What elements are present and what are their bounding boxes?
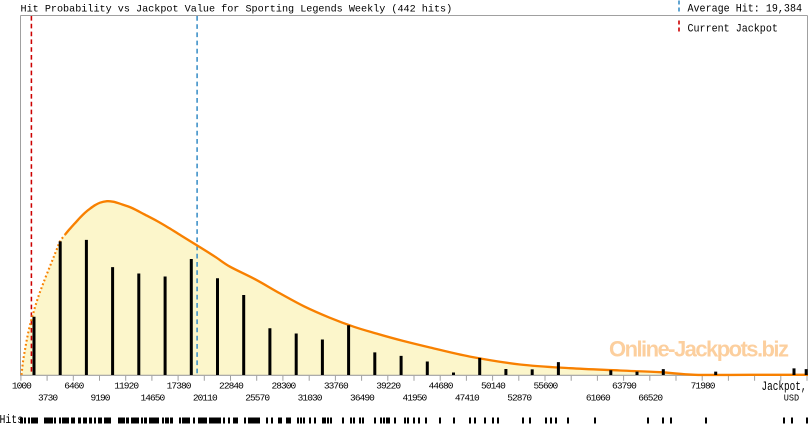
svg-text:Online-Jackpots.biz: Online-Jackpots.biz [609, 337, 789, 362]
svg-text:Hits: Hits [0, 414, 23, 425]
svg-text:33760: 33760 [324, 381, 349, 392]
svg-text:9190: 9190 [90, 392, 110, 403]
svg-text:3730: 3730 [38, 392, 58, 403]
svg-text:39220: 39220 [376, 381, 401, 392]
svg-text:52870: 52870 [507, 392, 532, 403]
svg-text:55600: 55600 [533, 381, 558, 392]
svg-text:Jackpot,: Jackpot, [762, 380, 807, 394]
svg-text:44680: 44680 [429, 381, 454, 392]
svg-text:28300: 28300 [271, 381, 296, 392]
svg-text:66520: 66520 [638, 392, 663, 403]
svg-text:1000: 1000 [12, 381, 32, 392]
svg-text:20110: 20110 [193, 392, 218, 403]
svg-text:63790: 63790 [612, 381, 637, 392]
svg-text:47410: 47410 [455, 392, 480, 403]
svg-text:Current Jackpot: Current Jackpot [688, 24, 778, 36]
svg-text:41950: 41950 [402, 392, 427, 403]
svg-text:25570: 25570 [245, 392, 270, 403]
svg-text:14650: 14650 [140, 392, 165, 403]
svg-text:Average Hit: 19,384: Average Hit: 19,384 [688, 3, 803, 15]
svg-text:71980: 71980 [691, 381, 716, 392]
svg-text:6460: 6460 [64, 381, 84, 392]
svg-text:36490: 36490 [350, 392, 375, 403]
svg-text:USD: USD [784, 392, 800, 403]
svg-text:31030: 31030 [298, 392, 323, 403]
svg-text:61060: 61060 [586, 392, 611, 403]
svg-text:Hit Probability vs Jackpot Val: Hit Probability vs Jackpot Value for Spo… [21, 3, 453, 15]
svg-text:11920: 11920 [114, 381, 139, 392]
svg-text:22840: 22840 [219, 381, 244, 392]
svg-text:17380: 17380 [167, 381, 192, 392]
svg-text:50140: 50140 [481, 381, 506, 392]
